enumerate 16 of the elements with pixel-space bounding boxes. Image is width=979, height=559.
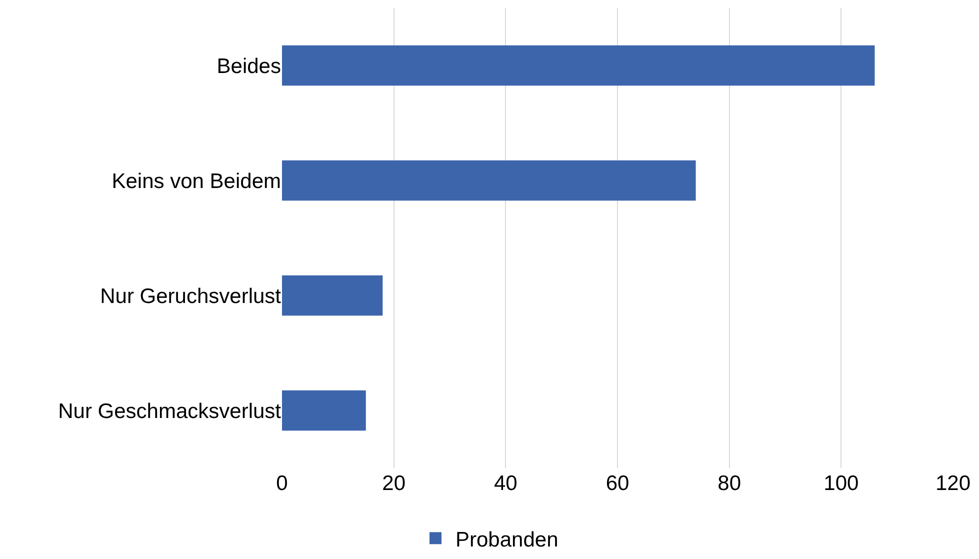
- y-tick-label: Keins von Beidem: [112, 170, 281, 193]
- x-tick-label: 20: [382, 472, 406, 495]
- y-tick-label: Nur Geschmacksverlust: [58, 400, 282, 423]
- bar: [282, 390, 366, 431]
- x-tick-label: 100: [824, 472, 859, 495]
- x-tick-label: 40: [494, 472, 518, 495]
- legend-label: Probanden: [456, 528, 558, 552]
- y-tick-label: Nur Geruchsverlust: [100, 284, 282, 308]
- x-tick-label: 80: [718, 472, 742, 495]
- x-tick-label: 120: [935, 472, 971, 495]
- bar: [282, 45, 875, 86]
- x-tick-label: 60: [606, 472, 630, 495]
- x-tick-label: 0: [276, 472, 288, 495]
- bar: [282, 275, 383, 316]
- bar: [282, 160, 696, 201]
- y-tick-label: Beides: [216, 54, 281, 78]
